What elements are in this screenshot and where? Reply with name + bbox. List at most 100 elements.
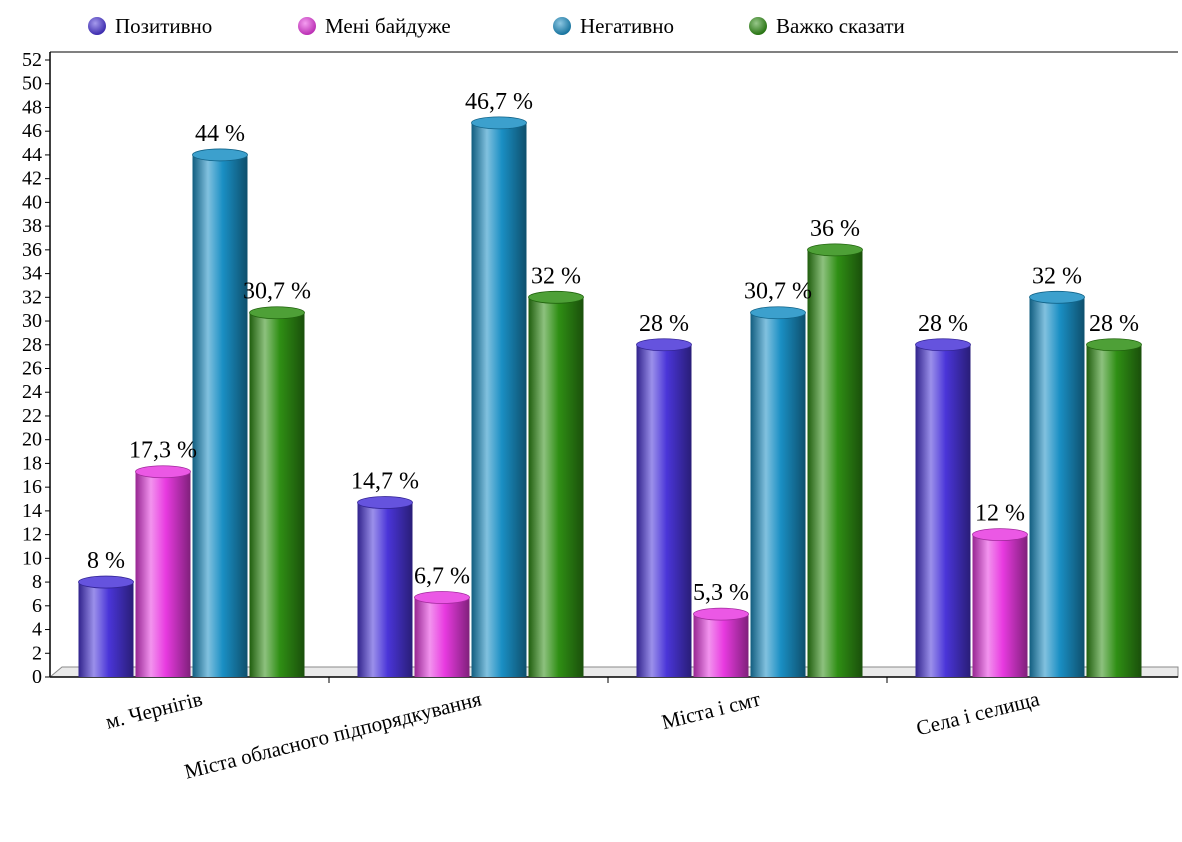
data-label: 6,7 % [414,564,470,590]
data-label: 36 % [810,216,860,242]
bar-body [192,154,248,677]
x-tick-label: Міста обласного підпорядкування [182,686,484,783]
bar [192,148,248,677]
bar-body [528,297,584,677]
x-tick-label: Села і селища [914,686,1043,740]
x-tick-label: Міста і смт [659,687,763,735]
legend-item: Мені байдуже [298,14,451,38]
bar-body [471,122,527,677]
y-tick-label: 26 [22,358,42,380]
legend: Позитивно Мені байдуже Негативно Важко сказ… [88,14,905,38]
bar-body [915,344,971,677]
legend-marker [88,17,106,35]
y-tick-label: 28 [22,334,42,356]
bar-top-cap [357,496,413,509]
bar-body [414,597,470,677]
y-tick-label: 20 [22,429,42,451]
bar-top-cap [693,607,749,621]
bar-top-cap [972,528,1028,542]
bar-top-cap [1029,290,1085,304]
bar [915,338,971,677]
data-label: 12 % [975,501,1025,527]
y-tick-label: 34 [22,263,42,285]
y-tick-label: 4 [32,619,42,641]
bar-top-cap [528,290,584,304]
data-label: 46,7 % [465,89,533,115]
bar [471,116,527,677]
bar-body [972,534,1028,677]
y-tick-label: 40 [22,191,42,213]
bar [357,496,413,677]
bar [135,465,191,677]
legend-marker [298,17,316,35]
bar-top-cap [807,243,863,257]
legend-label: Позитивно [115,14,212,38]
y-tick-label: 22 [22,405,42,427]
data-label: 8 % [87,548,125,574]
bar-body [78,582,134,677]
bar-body [357,502,413,677]
y-tick-label: 42 [22,168,42,190]
y-tick-label: 32 [22,286,42,308]
data-label: 14,7 % [351,469,419,495]
bar-body [693,614,749,677]
bar [693,607,749,677]
bar-top-cap [750,306,806,320]
bar [528,290,584,677]
data-label: 28 % [918,311,968,337]
bar-body [1029,297,1085,677]
bar [1029,290,1085,677]
y-tick-label: 36 [22,239,42,261]
y-tick-label: 52 [22,49,42,71]
bar-top-cap [915,338,971,352]
y-tick-label: 30 [22,310,42,332]
bar-top-cap [414,591,470,604]
y-tick-label: 44 [22,144,42,166]
y-tick-label: 38 [22,215,42,237]
bar-top-cap [471,116,527,130]
data-label: 28 % [1089,311,1139,337]
y-tick-label: 18 [22,452,42,474]
bar [78,575,134,677]
legend-label: Важко сказати [776,14,905,38]
y-tick-label: 12 [22,524,42,546]
legend-item: Важко сказати [749,14,905,38]
y-tick-label: 0 [32,666,42,688]
data-label: 32 % [1032,263,1082,289]
data-label: 5,3 % [693,580,749,606]
data-label: 28 % [639,311,689,337]
bar-body [1086,344,1142,677]
bar-top-cap [135,465,191,479]
data-label: 30,7 % [744,279,812,305]
y-tick-label: 2 [32,642,42,664]
data-labels: 8 % 17,3 % 44 % 30,7 % 14,7 % 6,7 % 46,7 % 32 %… [87,89,1139,606]
x-tick-label: м. Чернігів [103,687,205,734]
bar [750,306,806,677]
bar-top-cap [1086,338,1142,352]
bars [78,116,1142,677]
y-tick-label: 10 [22,547,42,569]
bar [249,306,305,677]
data-label: 32 % [531,263,581,289]
y-tick-label: 8 [32,571,42,593]
y-tick-label: 24 [22,381,42,403]
bar-body [807,249,863,677]
bar-top-cap [249,306,305,320]
y-tick-label: 6 [32,595,42,617]
bar-body [249,312,305,677]
y-tick-label: 46 [22,120,42,142]
data-label: 44 % [195,121,245,147]
data-label: 17,3 % [129,438,197,464]
y-tick-label: 14 [22,500,42,522]
data-label: 30,7 % [243,279,311,305]
bar [636,338,692,677]
y-tick-label: 48 [22,96,42,118]
bar [414,591,470,677]
legend-label: Негативно [580,14,674,38]
legend-marker [553,17,571,35]
y-tick-label: 16 [22,476,42,498]
bar-body [750,312,806,677]
y-tick-label: 50 [22,73,42,95]
legend-label: Мені байдуже [325,14,451,38]
